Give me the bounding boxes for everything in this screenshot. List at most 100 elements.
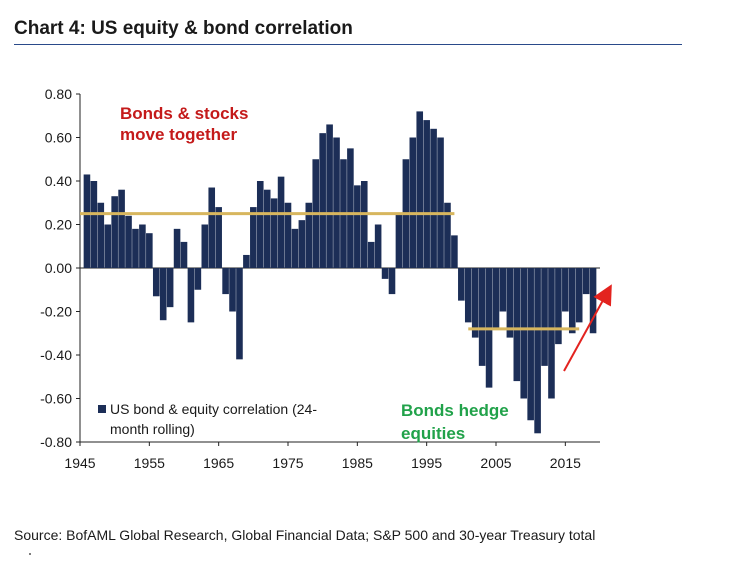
bar — [194, 268, 202, 290]
bar — [541, 268, 548, 366]
bar — [263, 189, 271, 268]
bar — [111, 196, 118, 268]
bar — [423, 120, 430, 268]
x-tick-label: 1955 — [134, 455, 165, 471]
bar — [430, 128, 437, 268]
bar — [187, 268, 195, 323]
bar — [548, 268, 555, 399]
bar — [159, 268, 167, 321]
bar — [589, 268, 597, 334]
bar — [132, 228, 139, 268]
y-tick-label: -0.80 — [40, 434, 72, 450]
bar — [471, 268, 479, 338]
annotation-hedge-line2: equities — [401, 424, 465, 443]
annotation-together-line1: Bonds & stocks — [120, 104, 248, 123]
bar — [173, 228, 181, 268]
bar — [104, 224, 112, 268]
bar — [146, 233, 153, 268]
bar — [451, 235, 458, 268]
bar — [478, 268, 486, 366]
bar — [458, 268, 465, 301]
x-tick-label: 1995 — [411, 455, 442, 471]
bar — [506, 268, 514, 338]
bar — [568, 268, 576, 334]
bar — [347, 148, 354, 268]
bar — [270, 198, 278, 268]
reference-lines — [80, 212, 580, 331]
bar — [97, 202, 105, 268]
bars-group — [83, 111, 597, 434]
bar — [139, 224, 146, 268]
bar — [555, 268, 562, 345]
y-tick-label: 0.80 — [45, 86, 72, 102]
source-note: Source: BofAML Global Research, Global F… — [14, 527, 596, 543]
x-tick-label: 1985 — [342, 455, 373, 471]
bar — [319, 133, 326, 268]
bar — [492, 268, 500, 329]
bar — [90, 181, 98, 268]
x-axis: 1945 1955 1965 1975 1985 1995 2005 2015 — [64, 267, 600, 471]
x-tick-label: 1945 — [64, 455, 95, 471]
x-tick-label: 1975 — [272, 455, 303, 471]
decorative-dot — [29, 553, 31, 555]
bar — [388, 268, 396, 295]
bar — [277, 176, 285, 268]
bar — [118, 189, 125, 268]
bar — [367, 241, 375, 268]
bar — [215, 207, 222, 268]
chart-title: Chart 4: US equity & bond correlation — [14, 18, 353, 39]
title-rule — [14, 44, 682, 45]
y-tick-label: 0.60 — [45, 130, 72, 146]
bar — [416, 111, 424, 269]
bar — [291, 228, 299, 268]
bar — [360, 181, 368, 268]
bar — [125, 215, 132, 268]
bar — [152, 268, 160, 297]
bar — [256, 181, 264, 268]
y-tick-label: 0.20 — [45, 217, 72, 233]
x-tick-label: 2015 — [550, 455, 581, 471]
bar — [222, 268, 229, 295]
y-axis: 0.80 0.60 0.40 0.20 0.00 -0.20 -0.40 -0.60 -0.80 — [40, 86, 81, 450]
bar — [243, 254, 250, 268]
legend-label-line2: month rolling) — [110, 421, 195, 437]
bar — [527, 268, 534, 421]
bar — [284, 202, 292, 268]
y-tick-label: -0.20 — [40, 304, 72, 320]
x-tick-label: 2005 — [480, 455, 511, 471]
trend-arrow — [563, 284, 612, 372]
bar — [575, 268, 583, 323]
y-tick-label: 0.00 — [45, 260, 72, 276]
legend-label-line1: US bond & equity correlation (24- — [110, 401, 317, 417]
correlation-chart: 0.80 0.60 0.40 0.20 0.00 -0.20 -0.40 -0.60 -0.80… — [40, 86, 612, 471]
y-tick-label: 0.40 — [45, 173, 72, 189]
bar — [180, 241, 188, 268]
bar — [333, 137, 340, 268]
bar — [513, 268, 521, 382]
bar — [437, 137, 444, 268]
bar — [166, 268, 174, 308]
bar — [374, 224, 382, 268]
bar — [395, 213, 403, 268]
y-tick-label: -0.60 — [40, 391, 72, 407]
bar — [298, 220, 306, 268]
bar — [444, 202, 451, 268]
bar — [381, 268, 389, 279]
bar — [562, 268, 569, 312]
bar — [464, 268, 472, 323]
bar — [409, 137, 417, 268]
bar — [236, 268, 243, 360]
bar — [534, 268, 541, 434]
annotation-together-line2: move together — [120, 125, 238, 144]
bar — [499, 268, 507, 312]
bar — [520, 268, 528, 399]
bar — [354, 185, 361, 268]
legend-swatch — [98, 405, 106, 413]
bar — [201, 224, 209, 268]
bar — [229, 268, 236, 312]
bar — [83, 174, 91, 268]
bar — [208, 187, 216, 268]
x-tick-label: 1965 — [203, 455, 234, 471]
bar — [326, 124, 333, 268]
bar — [582, 268, 590, 295]
